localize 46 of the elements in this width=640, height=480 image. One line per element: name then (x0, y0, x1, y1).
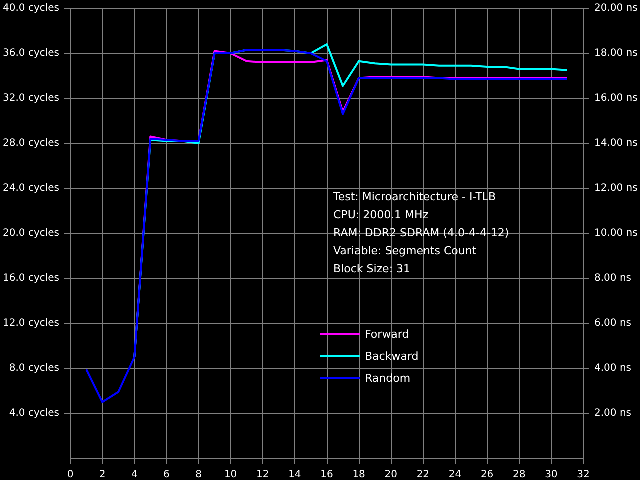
y-tick-label: 32.0 cycles (3, 93, 60, 104)
y-tick-label: 36.0 cycles (3, 48, 60, 59)
y2-tick-label: 10.00 ns (594, 228, 638, 239)
y-tick-label: 20.0 cycles (3, 228, 60, 239)
y-tick-label: 16.0 cycles (3, 273, 60, 284)
y2-tick-label: 14.00 ns (594, 138, 638, 149)
x-tick-label: 32 (577, 470, 590, 480)
annotation: Test: Microarchitecture - I-TLB (332, 190, 496, 204)
x-tick-label: 16 (320, 470, 334, 480)
annotation: Variable: Segments Count (334, 244, 478, 258)
legend-label: Random (365, 372, 411, 384)
x-tick-label: 6 (164, 470, 170, 480)
legend-label: Forward (365, 328, 410, 340)
x-tick-label: 12 (256, 470, 270, 480)
x-tick-label: 8 (196, 470, 202, 480)
x-tick-label: 14 (288, 470, 302, 480)
x-tick-label: 28 (513, 470, 526, 480)
line-series (86, 49, 568, 404)
x-tick-label: 10 (224, 470, 238, 480)
y2-tick-label: 4.00 ns (594, 363, 632, 374)
x-tick-label: 2 (99, 470, 106, 480)
y-tick-label: 8.0 cycles (9, 363, 60, 374)
x-tick-label: 18 (352, 470, 366, 480)
x-tick-label: 20 (384, 470, 398, 480)
y2-tick-label: 8.00 ns (594, 273, 632, 284)
y-tick-label: 24.0 cycles (3, 183, 60, 194)
annotation: RAM: DDR2 SDRAM (4.0-4-4-12) (334, 226, 510, 240)
y-tick-label: 28.0 cycles (3, 138, 60, 149)
y2-tick-label: 2.00 ns (594, 408, 632, 419)
annotation: CPU: 2000.1 MHz (334, 208, 429, 222)
y2-tick-label: 18.00 ns (594, 48, 638, 59)
x-tick-label: 24 (448, 470, 462, 480)
y2-tick-label: 16.00 ns (594, 93, 638, 104)
x-tick-label: 30 (545, 470, 558, 480)
y-tick-label: 4.0 cycles (9, 408, 60, 419)
y2-tick-label: 12.00 ns (594, 183, 638, 194)
y2-tick-label: 20.00 ns (594, 3, 638, 14)
x-tick-label: 0 (67, 470, 74, 480)
x-tick-label: 22 (416, 470, 430, 480)
x-tick-label: 4 (131, 470, 138, 480)
y-tick-label: 12.0 cycles (3, 318, 60, 329)
y2-tick-label: 6.00 ns (594, 318, 632, 329)
y-tick-label: 40.0 cycles (3, 3, 60, 14)
legend-label: Backward (365, 350, 419, 362)
x-tick-label: 26 (480, 470, 494, 480)
annotation: Block Size: 31 (334, 262, 411, 276)
